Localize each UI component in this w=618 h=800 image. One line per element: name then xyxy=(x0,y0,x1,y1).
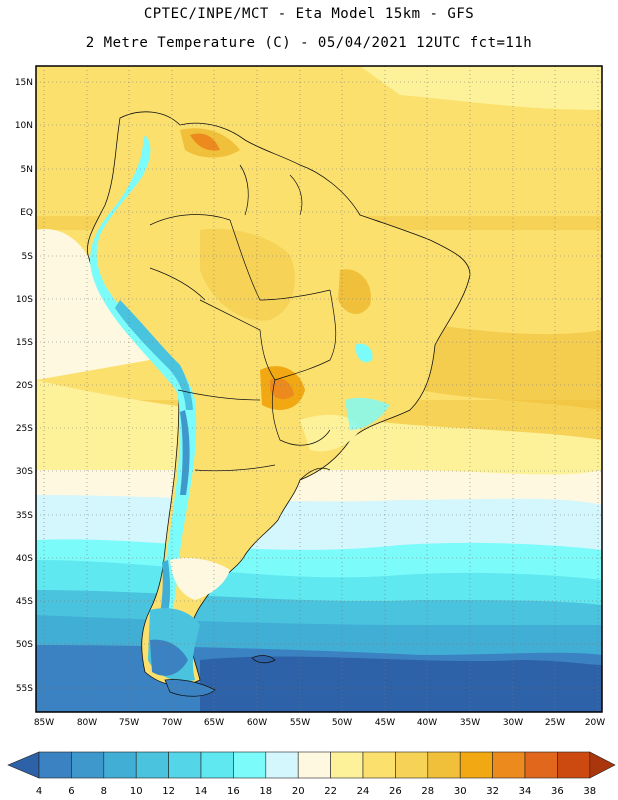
lat-label: 20S xyxy=(16,381,33,391)
colorbar-swatch xyxy=(459,751,493,779)
colorbar-swatch xyxy=(362,751,396,779)
colorbar-label: 26 xyxy=(389,786,402,797)
colorbar-swatch xyxy=(71,751,105,779)
lat-label: 10N xyxy=(15,121,33,131)
title-line-2: 2 Metre Temperature (C) - 05/04/2021 12U… xyxy=(85,35,533,51)
colorbar-swatch xyxy=(135,751,169,779)
longitude-axis: 85W 80W 75W 70W 65W 60W 55W 50W 45W 40W … xyxy=(34,718,605,728)
map-frame xyxy=(35,65,603,713)
lat-label: 10S xyxy=(16,295,33,305)
colorbar-swatch xyxy=(103,751,137,779)
latitude-axis: 15N 10N 5N EQ 5S 10S 15S 20S 25S 30S 35S… xyxy=(15,78,33,694)
lon-label: 30W xyxy=(503,718,523,728)
lat-label: 35S xyxy=(16,511,33,521)
lon-label: 60W xyxy=(247,718,267,728)
lat-label: 30S xyxy=(16,467,33,477)
title-line-1: CPTEC/INPE/MCT - Eta Model 15km - GFS xyxy=(143,6,475,22)
lat-label: EQ xyxy=(20,208,33,218)
colorbar-arrow-high xyxy=(589,751,616,779)
colorbar-arrow-low xyxy=(7,751,40,779)
lat-label: 15S xyxy=(16,338,33,348)
colorbar-label: 32 xyxy=(486,786,499,797)
colorbar-label: 16 xyxy=(227,786,240,797)
colorbar-label: 14 xyxy=(195,786,208,797)
colorbar: 4 6 8 10 12 14 16 18 20 22 24 26 28 30 32 34 36 38 xyxy=(7,751,616,797)
colorbar-label: 34 xyxy=(519,786,532,797)
colorbar-swatch xyxy=(427,751,461,779)
colorbar-swatch xyxy=(233,751,267,779)
lon-label: 70W xyxy=(162,718,182,728)
colorbar-swatch xyxy=(557,751,591,779)
lon-label: 85W xyxy=(34,718,54,728)
colorbar-label: 6 xyxy=(68,786,74,797)
colorbar-swatch xyxy=(38,751,72,779)
colorbar-label: 18 xyxy=(259,786,272,797)
colorbar-swatch xyxy=(330,751,364,779)
colorbar-label: 30 xyxy=(454,786,467,797)
lat-label: 50S xyxy=(16,640,33,650)
colorbar-swatch xyxy=(265,751,299,779)
colorbar-label: 38 xyxy=(583,786,596,797)
colorbar-swatch xyxy=(492,751,526,779)
lat-label: 40S xyxy=(16,554,33,564)
country-borders xyxy=(149,164,337,481)
lon-label: 80W xyxy=(77,718,97,728)
lat-label: 45S xyxy=(16,597,33,607)
colorbar-swatch xyxy=(524,751,558,779)
colorbar-label: 4 xyxy=(36,786,42,797)
lat-label: 5S xyxy=(22,252,34,262)
lon-label: 75W xyxy=(119,718,139,728)
lat-label: 55S xyxy=(16,684,33,694)
lon-label: 65W xyxy=(204,718,224,728)
lon-label: 25W xyxy=(545,718,565,728)
colorbar-swatch xyxy=(168,751,202,779)
lat-label: 25S xyxy=(16,424,33,434)
lon-label: 35W xyxy=(460,718,480,728)
lon-label: 45W xyxy=(375,718,395,728)
colorbar-swatch xyxy=(395,751,429,779)
lon-label: 50W xyxy=(332,718,352,728)
colorbar-label: 20 xyxy=(292,786,305,797)
colorbar-label: 10 xyxy=(130,786,143,797)
colorbar-swatch xyxy=(297,751,331,779)
lat-label: 15N xyxy=(15,78,33,88)
andes-cold-band xyxy=(90,135,197,620)
colorbar-label: 12 xyxy=(162,786,175,797)
lon-label: 40W xyxy=(417,718,437,728)
map-field xyxy=(36,66,602,712)
colorbar-swatch xyxy=(200,751,234,779)
colorbar-label: 24 xyxy=(357,786,370,797)
lat-label: 5N xyxy=(21,165,33,175)
colorbar-label: 8 xyxy=(101,786,107,797)
colorbar-label: 22 xyxy=(324,786,337,797)
lon-label: 20W xyxy=(585,718,605,728)
colorbar-label: 28 xyxy=(421,786,434,797)
colorbar-label: 36 xyxy=(551,786,564,797)
lon-label: 55W xyxy=(290,718,310,728)
